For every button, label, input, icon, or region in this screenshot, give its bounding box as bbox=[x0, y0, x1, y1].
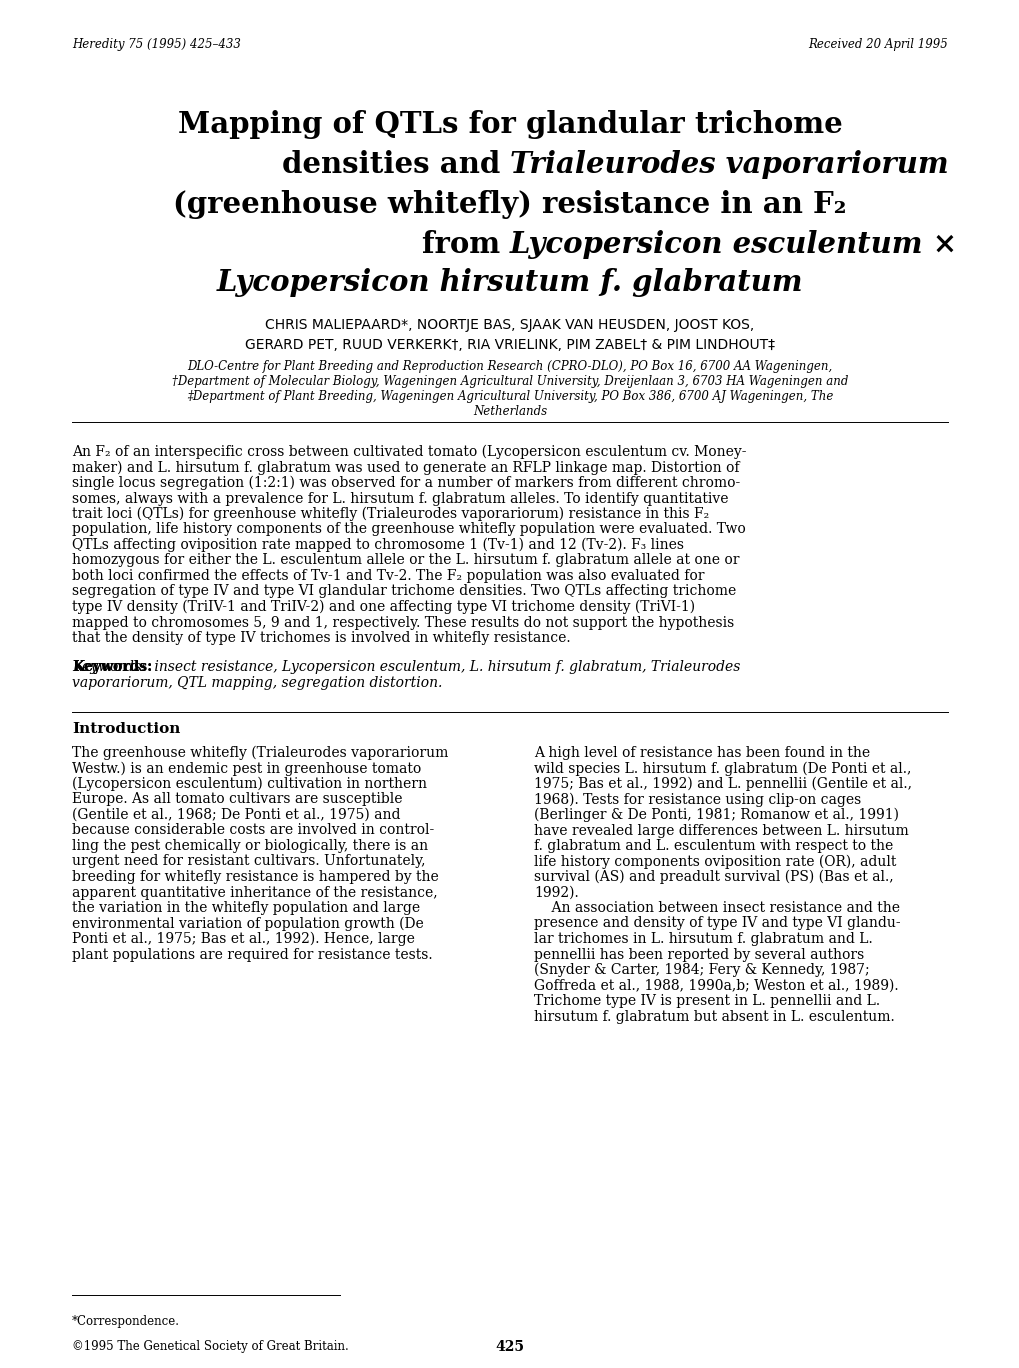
Text: (Lycopersicon esculentum) cultivation in northern: (Lycopersicon esculentum) cultivation in… bbox=[72, 777, 427, 792]
Text: the variation in the whitefly population and large: the variation in the whitefly population… bbox=[72, 902, 420, 915]
Text: 1968). Tests for resistance using clip-on cages: 1968). Tests for resistance using clip-o… bbox=[534, 792, 860, 807]
Text: type IV density (TriIV-1 and TriIV-2) and one affecting type VI trichome density: type IV density (TriIV-1 and TriIV-2) an… bbox=[72, 601, 694, 614]
Text: Lycopersicon esculentum ×: Lycopersicon esculentum × bbox=[510, 230, 957, 259]
Text: An F₂ of an interspecific cross between cultivated tomato (Lycopersicon esculent: An F₂ of an interspecific cross between … bbox=[72, 445, 746, 460]
Text: An association between insect resistance and the: An association between insect resistance… bbox=[534, 902, 899, 915]
Text: Received 20 April 1995: Received 20 April 1995 bbox=[807, 38, 947, 51]
Text: ling the pest chemically or biologically, there is an: ling the pest chemically or biologically… bbox=[72, 839, 428, 854]
Text: Goffreda et al., 1988, 1990a,b; Weston et al., 1989).: Goffreda et al., 1988, 1990a,b; Weston e… bbox=[534, 978, 898, 993]
Text: both loci confirmed the effects of Tv-1 and Tv-2. The F₂ population was also eva: both loci confirmed the effects of Tv-1 … bbox=[72, 569, 704, 583]
Text: (Snyder & Carter, 1984; Fery & Kennedy, 1987;: (Snyder & Carter, 1984; Fery & Kennedy, … bbox=[534, 963, 869, 977]
Text: *Correspondence.: *Correspondence. bbox=[72, 1315, 179, 1328]
Text: life history components oviposition rate (OR), adult: life history components oviposition rate… bbox=[534, 855, 896, 869]
Text: vaporariorum, QTL mapping, segregation distortion.: vaporariorum, QTL mapping, segregation d… bbox=[72, 676, 442, 689]
Text: GERARD PET, RUUD VERKERK†, RIA VRIELINK, PIM ZABEL† & PIM LINDHOUT‡: GERARD PET, RUUD VERKERK†, RIA VRIELINK,… bbox=[245, 338, 774, 352]
Text: breeding for whitefly resistance is hampered by the: breeding for whitefly resistance is hamp… bbox=[72, 870, 438, 884]
Text: from: from bbox=[421, 230, 510, 259]
Text: hirsutum f. glabratum but absent in L. esculentum.: hirsutum f. glabratum but absent in L. e… bbox=[534, 1010, 894, 1023]
Text: ‡Department of Plant Breeding, Wageningen Agricultural University, PO Box 386, 6: ‡Department of Plant Breeding, Wageninge… bbox=[186, 390, 833, 404]
Text: mapped to chromosomes 5, 9 and 1, respectively. These results do not support the: mapped to chromosomes 5, 9 and 1, respec… bbox=[72, 616, 734, 629]
Text: maker) and L. hirsutum f. glabratum was used to generate an RFLP linkage map. Di: maker) and L. hirsutum f. glabratum was … bbox=[72, 461, 739, 475]
Text: homozygous for either the L. esculentum allele or the L. hirsutum f. glabratum a: homozygous for either the L. esculentum … bbox=[72, 554, 739, 568]
Text: that the density of type IV trichomes is involved in whitefly resistance.: that the density of type IV trichomes is… bbox=[72, 631, 570, 644]
Text: presence and density of type IV and type VI glandu-: presence and density of type IV and type… bbox=[534, 917, 900, 930]
Text: urgent need for resistant cultivars. Unfortunately,: urgent need for resistant cultivars. Unf… bbox=[72, 855, 425, 869]
Text: Mapping of QTLs for glandular trichome: Mapping of QTLs for glandular trichome bbox=[177, 109, 842, 140]
Text: CHRIS MALIEPAARD*, NOORTJE BAS, SJAAK VAN HEUSDEN, JOOST KOS,: CHRIS MALIEPAARD*, NOORTJE BAS, SJAAK VA… bbox=[265, 317, 754, 332]
Text: because considerable costs are involved in control-: because considerable costs are involved … bbox=[72, 824, 434, 837]
Text: Keywords:  insect resistance, Lycopersicon esculentum, L. hirsutum f. glabratum,: Keywords: insect resistance, Lycopersico… bbox=[72, 659, 740, 674]
Text: pennellii has been reported by several authors: pennellii has been reported by several a… bbox=[534, 948, 863, 962]
Text: (Berlinger & De Ponti, 1981; Romanow et al., 1991): (Berlinger & De Ponti, 1981; Romanow et … bbox=[534, 808, 898, 822]
Text: 1992).: 1992). bbox=[534, 885, 578, 900]
Text: segregation of type IV and type VI glandular trichome densities. Two QTLs affect: segregation of type IV and type VI gland… bbox=[72, 584, 736, 599]
Text: A high level of resistance has been found in the: A high level of resistance has been foun… bbox=[534, 746, 869, 761]
Text: Europe. As all tomato cultivars are susceptible: Europe. As all tomato cultivars are susc… bbox=[72, 792, 403, 807]
Text: The greenhouse whitefly (Trialeurodes vaporariorum: The greenhouse whitefly (Trialeurodes va… bbox=[72, 746, 448, 761]
Text: Introduction: Introduction bbox=[72, 722, 180, 736]
Text: environmental variation of population growth (De: environmental variation of population gr… bbox=[72, 917, 423, 930]
Text: 425: 425 bbox=[495, 1341, 524, 1354]
Text: 1975; Bas et al., 1992) and L. pennellii (Gentile et al.,: 1975; Bas et al., 1992) and L. pennellii… bbox=[534, 777, 911, 792]
Text: population, life history components of the greenhouse whitefly population were e: population, life history components of t… bbox=[72, 523, 745, 536]
Text: DLO-Centre for Plant Breeding and Reproduction Research (CPRO-DLO), PO Box 16, 6: DLO-Centre for Plant Breeding and Reprod… bbox=[187, 360, 832, 373]
Text: QTLs affecting oviposition rate mapped to chromosome 1 (Tv-1) and 12 (Tv-2). F₃ : QTLs affecting oviposition rate mapped t… bbox=[72, 538, 684, 553]
Text: wild species L. hirsutum f. glabratum (De Ponti et al.,: wild species L. hirsutum f. glabratum (D… bbox=[534, 762, 911, 776]
Text: Keywords:: Keywords: bbox=[72, 659, 152, 674]
Text: †Department of Molecular Biology, Wageningen Agricultural University, Dreijenlaa: †Department of Molecular Biology, Wageni… bbox=[171, 375, 848, 389]
Text: Ponti et al., 1975; Bas et al., 1992). Hence, large: Ponti et al., 1975; Bas et al., 1992). H… bbox=[72, 932, 415, 947]
Text: Heredity 75 (1995) 425–433: Heredity 75 (1995) 425–433 bbox=[72, 38, 240, 51]
Text: densities and: densities and bbox=[281, 150, 510, 179]
Text: Westw.) is an endemic pest in greenhouse tomato: Westw.) is an endemic pest in greenhouse… bbox=[72, 762, 421, 776]
Text: somes, always with a prevalence for L. hirsutum f. glabratum alleles. To identif: somes, always with a prevalence for L. h… bbox=[72, 491, 728, 506]
Text: plant populations are required for resistance tests.: plant populations are required for resis… bbox=[72, 948, 432, 962]
Text: apparent quantitative inheritance of the resistance,: apparent quantitative inheritance of the… bbox=[72, 885, 437, 900]
Text: ©1995 The Genetical Society of Great Britain.: ©1995 The Genetical Society of Great Bri… bbox=[72, 1341, 348, 1353]
Text: have revealed large differences between L. hirsutum: have revealed large differences between … bbox=[534, 824, 908, 837]
Text: Trichome type IV is present in L. pennellii and L.: Trichome type IV is present in L. pennel… bbox=[534, 995, 879, 1008]
Text: survival (AS) and preadult survival (PS) (Bas et al.,: survival (AS) and preadult survival (PS)… bbox=[534, 870, 893, 884]
Text: Lycopersicon hirsutum f. glabratum: Lycopersicon hirsutum f. glabratum bbox=[216, 268, 803, 297]
Text: trait loci (QTLs) for greenhouse whitefly (Trialeurodes vaporariorum) resistance: trait loci (QTLs) for greenhouse whitefl… bbox=[72, 508, 708, 521]
Text: single locus segregation (1:2:1) was observed for a number of markers from diffe: single locus segregation (1:2:1) was obs… bbox=[72, 476, 740, 490]
Text: (greenhouse whitefly) resistance in an F₂: (greenhouse whitefly) resistance in an F… bbox=[173, 190, 846, 219]
Text: f. glabratum and L. esculentum with respect to the: f. glabratum and L. esculentum with resp… bbox=[534, 839, 893, 854]
Text: lar trichomes in L. hirsutum f. glabratum and L.: lar trichomes in L. hirsutum f. glabratu… bbox=[534, 932, 872, 947]
Text: Keywords:: Keywords: bbox=[72, 659, 152, 674]
Text: (Gentile et al., 1968; De Ponti et al., 1975) and: (Gentile et al., 1968; De Ponti et al., … bbox=[72, 808, 400, 822]
Text: Netherlands: Netherlands bbox=[473, 405, 546, 419]
Text: Trialeurodes vaporariorum: Trialeurodes vaporariorum bbox=[510, 150, 948, 179]
